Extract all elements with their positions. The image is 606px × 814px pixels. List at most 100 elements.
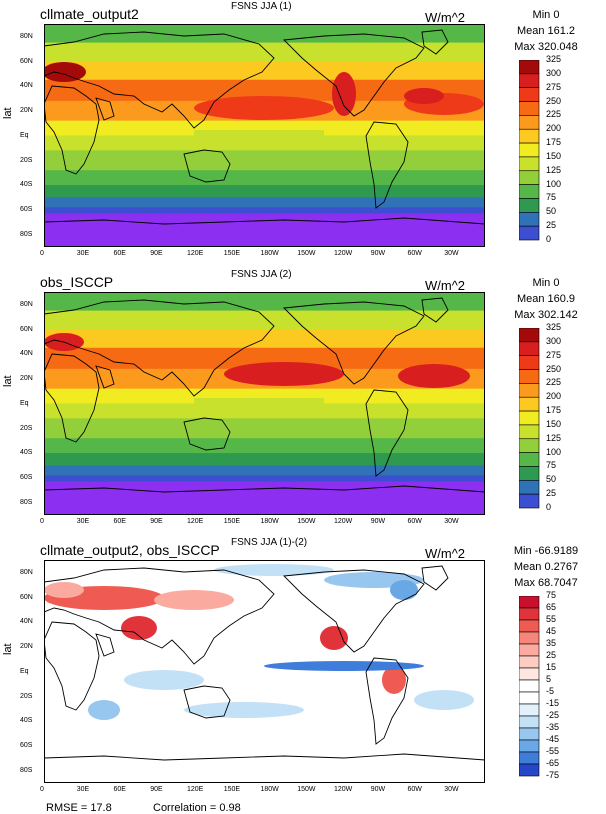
colorbar-label: 225 bbox=[546, 377, 562, 388]
colorbar-swatch bbox=[519, 87, 540, 102]
lat-tick-label: 20S bbox=[20, 156, 33, 164]
lon-tick-label: 30W bbox=[444, 786, 459, 793]
colorbar-swatch bbox=[519, 424, 540, 440]
lon-tick-label: 180W bbox=[260, 250, 279, 257]
colorbar-label: -35 bbox=[546, 722, 560, 732]
colorbar-label: 325 bbox=[546, 54, 562, 64]
colorbar-label: 250 bbox=[546, 95, 562, 106]
colorbar-swatch bbox=[519, 128, 540, 144]
colorbar-label: 200 bbox=[546, 123, 562, 134]
colorbar-label: 0 bbox=[546, 234, 552, 244]
colorbar-swatch bbox=[519, 198, 540, 213]
colorbar-swatch bbox=[519, 156, 540, 172]
colorbar-label: 150 bbox=[546, 418, 562, 429]
lat-tick-label: 60N bbox=[20, 57, 33, 65]
lon-tick-label: 30W bbox=[444, 518, 459, 525]
lon-tick-label: 150W bbox=[297, 786, 316, 793]
lon-tick-label: 120E bbox=[187, 250, 204, 257]
map-plot bbox=[44, 292, 485, 515]
colorbar-label: 50 bbox=[546, 206, 557, 217]
colorbar-swatch bbox=[519, 115, 540, 130]
lon-tick-label: 150W bbox=[297, 518, 316, 525]
lat-tick-label: 80N bbox=[20, 33, 33, 40]
colorbar-swatch bbox=[519, 480, 540, 495]
colorbar-swatch bbox=[519, 679, 540, 693]
lon-tick-label: 60E bbox=[113, 786, 126, 793]
colorbar-swatch bbox=[519, 691, 540, 705]
colorbar-label: 150 bbox=[546, 150, 562, 161]
colorbar-swatch bbox=[519, 607, 540, 621]
colorbar-label: -45 bbox=[546, 734, 560, 744]
colorbar-label: 25 bbox=[546, 220, 557, 231]
lat-tick-label: 60N bbox=[20, 593, 33, 601]
colorbar-swatch bbox=[519, 438, 540, 453]
colorbar-swatch bbox=[519, 739, 540, 753]
lon-tick-label: 90E bbox=[150, 518, 163, 525]
lon-tick-label: 0 bbox=[40, 518, 44, 525]
lon-tick-label: 60E bbox=[113, 518, 126, 525]
colorbar-swatch bbox=[519, 73, 540, 88]
lon-tick-label: 120E bbox=[187, 518, 204, 525]
panel-observation: FSNS JJA (2) obs_ISCCP W/m^2 Min 0 Mean 160.… bbox=[0, 268, 606, 536]
colorbar-label: 75 bbox=[546, 460, 557, 471]
colorbar-label: -75 bbox=[546, 770, 560, 780]
lat-tick-label: 60S bbox=[20, 473, 33, 481]
colorbar-label: 225 bbox=[546, 109, 562, 120]
stat-max: Max 68.7047 bbox=[514, 577, 578, 589]
colorbar-label: 50 bbox=[546, 474, 557, 485]
lon-tick-label: 30E bbox=[76, 518, 90, 525]
colorbar-swatch bbox=[519, 396, 540, 412]
colorbar-label: 175 bbox=[546, 137, 562, 148]
units-label: W/m^2 bbox=[425, 278, 466, 293]
colorbar-label: 75 bbox=[546, 192, 557, 203]
map-frame bbox=[44, 560, 485, 783]
colorbar-label: 125 bbox=[546, 432, 562, 443]
colorbar-label: 275 bbox=[546, 81, 562, 92]
lat-tick-label: 60N bbox=[20, 325, 33, 333]
colorbar-swatch bbox=[519, 341, 540, 356]
colorbar-label: 200 bbox=[546, 391, 562, 402]
colorbar-label: 300 bbox=[546, 67, 562, 78]
colorbar-label: 25 bbox=[546, 488, 557, 499]
colorbar-label: 300 bbox=[546, 335, 562, 346]
colorbar-swatch bbox=[519, 619, 540, 633]
lon-tick-label: 120E bbox=[187, 786, 204, 793]
colorbar-label: 45 bbox=[546, 626, 557, 636]
lat-tick-label: 20N bbox=[20, 643, 33, 651]
lat-tick-label: 20N bbox=[20, 107, 33, 115]
lon-tick-label: 30E bbox=[76, 250, 90, 257]
lat-tick-label: 80S bbox=[20, 498, 33, 506]
colorbar-swatch bbox=[519, 751, 540, 765]
lat-tick-label: 40N bbox=[20, 82, 33, 90]
lat-tick-label: 80S bbox=[20, 230, 33, 238]
stat-mean: Mean 0.2767 bbox=[513, 561, 579, 573]
panel-title: FSNS JJA (2) bbox=[231, 269, 292, 280]
lon-tick-label: 90W bbox=[370, 250, 386, 257]
lon-tick-label: 60W bbox=[407, 518, 422, 525]
colorbar-label: -25 bbox=[546, 710, 560, 720]
colorbar-label: 100 bbox=[546, 178, 562, 189]
y-axis-label: lat bbox=[2, 375, 14, 387]
colorbar-swatch bbox=[519, 328, 540, 343]
colorbar-swatch bbox=[519, 225, 540, 241]
colorbar-label: 0 bbox=[546, 502, 552, 512]
lon-tick-label: 90W bbox=[370, 518, 386, 525]
lat-tick-label: Eq bbox=[20, 131, 29, 139]
lon-tick-label: 60E bbox=[113, 250, 126, 257]
colorbar bbox=[519, 328, 540, 509]
panel-model: FSNS JJA (1) cllmate_output2 W/m^2 Min 0 Mea… bbox=[0, 0, 606, 268]
colorbar-swatch bbox=[519, 703, 540, 717]
colorbar-label: 65 bbox=[546, 602, 557, 612]
lon-tick-label: 90E bbox=[150, 786, 163, 793]
lon-tick-label: 60W bbox=[407, 250, 422, 257]
colorbar-swatch bbox=[519, 452, 540, 467]
stat-max: Max 302.142 bbox=[514, 309, 578, 321]
colorbar-swatch bbox=[519, 170, 540, 185]
stat-min: Min 0 bbox=[532, 9, 560, 21]
lon-tick-label: 0 bbox=[40, 250, 44, 257]
map-plot bbox=[44, 24, 485, 247]
map-frame bbox=[44, 24, 485, 247]
lat-tick-label: Eq bbox=[20, 667, 29, 675]
colorbar-label: -15 bbox=[546, 698, 560, 708]
colorbar-swatch bbox=[519, 466, 540, 481]
